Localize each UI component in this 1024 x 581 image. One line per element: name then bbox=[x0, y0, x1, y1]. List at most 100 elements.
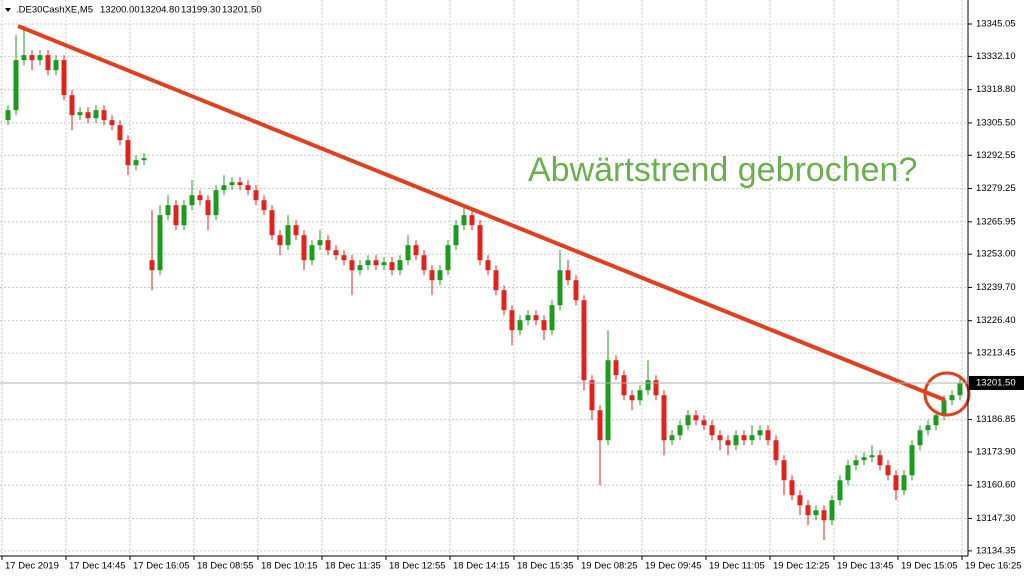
candle-body bbox=[757, 430, 763, 436]
candle-body bbox=[461, 215, 467, 226]
candle-body bbox=[5, 110, 11, 121]
candle-body bbox=[349, 260, 355, 271]
annotation: Abwärtstrend gebrochen? bbox=[528, 151, 917, 189]
x-tick-label: 19 Dec 08:25 bbox=[581, 561, 638, 572]
grid bbox=[0, 0, 968, 556]
candle-body bbox=[589, 380, 595, 411]
y-tick-label: 13318.80 bbox=[976, 84, 1016, 95]
candle-body bbox=[789, 480, 795, 496]
candle-body bbox=[189, 195, 195, 206]
candle-body bbox=[365, 260, 371, 266]
candle-body bbox=[917, 430, 923, 446]
candle-body bbox=[573, 280, 579, 301]
y-tick-label: 13345.05 bbox=[976, 19, 1016, 30]
y-tick-label: 13173.90 bbox=[976, 446, 1016, 457]
candle-body bbox=[469, 215, 475, 226]
y-tick-label: 13332.10 bbox=[976, 51, 1016, 62]
candle-body bbox=[925, 425, 931, 431]
candle-body bbox=[909, 445, 915, 476]
candle-body bbox=[373, 260, 379, 266]
menu-arrow bbox=[5, 8, 11, 12]
y-tick-label: 13134.35 bbox=[976, 545, 1016, 556]
candle-body bbox=[693, 415, 699, 421]
y-tick-label: 13160.60 bbox=[976, 480, 1016, 491]
candle-body bbox=[501, 290, 507, 311]
candle-body bbox=[613, 360, 619, 376]
x-tick-label: 18 Dec 15:35 bbox=[517, 561, 574, 572]
candle-body bbox=[941, 400, 947, 416]
candle-body bbox=[485, 260, 491, 271]
header-open: 13200.00 bbox=[100, 5, 140, 16]
candle-body bbox=[69, 95, 75, 116]
candle-body bbox=[109, 120, 115, 126]
candle-body bbox=[837, 480, 843, 501]
candle-body bbox=[453, 225, 459, 246]
y-tick-label: 13305.50 bbox=[976, 117, 1016, 128]
candle-body bbox=[213, 190, 219, 216]
candle-body bbox=[77, 112, 83, 116]
candle-body bbox=[381, 262, 387, 266]
candle-body bbox=[389, 262, 395, 271]
candle-body bbox=[877, 455, 883, 466]
candle-body bbox=[853, 460, 859, 466]
candle-body bbox=[253, 190, 259, 201]
x-tick-label: 19 Dec 16:25 bbox=[965, 561, 1022, 572]
candle-body bbox=[157, 215, 163, 271]
candle-body bbox=[293, 225, 299, 236]
candle-body bbox=[685, 415, 691, 426]
candle-body bbox=[661, 395, 667, 441]
candle-body bbox=[525, 315, 531, 321]
candle-body bbox=[517, 320, 523, 331]
breakout-circle bbox=[923, 371, 971, 417]
candle-body bbox=[245, 185, 251, 191]
candle-body bbox=[893, 475, 899, 491]
x-tick-label: 19 Dec 11:05 bbox=[709, 561, 765, 572]
candle-body bbox=[765, 430, 771, 441]
candle-body bbox=[29, 55, 35, 61]
candle-body bbox=[885, 465, 891, 476]
x-tick-label: 18 Dec 11:35 bbox=[325, 561, 381, 572]
candle-body bbox=[181, 205, 187, 226]
candle-body bbox=[317, 240, 323, 246]
x-tick-label: 17 Dec 2019 bbox=[5, 561, 59, 572]
x-tick-label: 17 Dec 16:05 bbox=[133, 561, 190, 572]
current-price-label: 13201.50 bbox=[976, 377, 1016, 388]
candle-body bbox=[269, 210, 275, 236]
candle-body bbox=[533, 315, 539, 321]
x-tick-label: 18 Dec 14:15 bbox=[453, 561, 510, 572]
candle-body bbox=[437, 270, 443, 281]
header-close: 13201.50 bbox=[222, 5, 262, 16]
candle-body bbox=[141, 158, 147, 161]
candle-body bbox=[677, 425, 683, 436]
candle-body bbox=[821, 510, 827, 521]
candle-body bbox=[93, 110, 99, 119]
header-low: 13199.30 bbox=[181, 5, 221, 16]
candle-body bbox=[861, 457, 867, 461]
candle-body bbox=[957, 382, 963, 396]
candle-body bbox=[277, 235, 283, 246]
y-tick-label: 13239.70 bbox=[976, 282, 1016, 293]
candle-body bbox=[869, 455, 875, 458]
current-price-box bbox=[969, 375, 1024, 390]
candle-body bbox=[949, 395, 955, 401]
candle-body bbox=[61, 60, 67, 96]
y-tick-label: 13292.55 bbox=[976, 150, 1016, 161]
x-tick-label: 19 Dec 09:45 bbox=[645, 561, 702, 572]
candle-body bbox=[637, 390, 643, 401]
candle-body bbox=[21, 55, 27, 61]
x-tick-label: 18 Dec 10:15 bbox=[261, 561, 318, 572]
candle-body bbox=[605, 360, 611, 441]
x-tick-label: 19 Dec 15:05 bbox=[901, 561, 958, 572]
candle-body bbox=[45, 55, 51, 71]
candle-body bbox=[333, 250, 339, 256]
candle-body bbox=[341, 255, 347, 261]
candle-body bbox=[493, 270, 499, 291]
y-tick-label: 13265.95 bbox=[976, 216, 1016, 227]
candle-body bbox=[805, 505, 811, 516]
candle-body bbox=[773, 440, 779, 461]
y-tick-label: 13147.30 bbox=[976, 513, 1016, 524]
candle-body bbox=[845, 465, 851, 481]
candle-body bbox=[133, 160, 139, 166]
candle-body bbox=[509, 310, 515, 331]
